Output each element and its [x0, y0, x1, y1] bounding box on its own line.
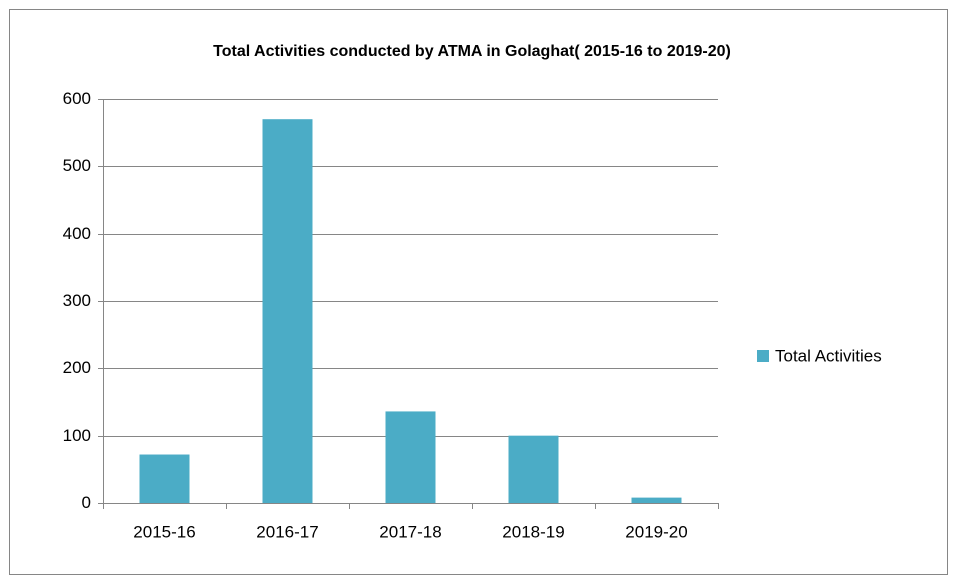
y-tick-label: 200 — [63, 358, 91, 377]
legend-swatch — [757, 350, 769, 362]
bar — [385, 411, 436, 503]
x-tick-label: 2019-20 — [625, 522, 687, 541]
x-tick-label: 2018-19 — [502, 522, 564, 541]
legend-label: Total Activities — [775, 346, 882, 365]
y-tick-label: 500 — [63, 156, 91, 175]
chart-title: Total Activities conducted by ATMA in Go… — [213, 43, 731, 60]
y-tick-label: 300 — [63, 291, 91, 310]
y-tick-label: 400 — [63, 224, 91, 243]
x-tick-label: 2016-17 — [256, 522, 318, 541]
x-tick-label: 2015-16 — [133, 522, 195, 541]
bar — [139, 454, 190, 503]
y-tick-label: 0 — [82, 493, 91, 512]
y-tick-label: 600 — [63, 89, 91, 108]
bar — [631, 497, 682, 503]
bar — [262, 119, 313, 503]
bar — [508, 435, 559, 503]
x-tick-label: 2017-18 — [379, 522, 441, 541]
y-tick-label: 100 — [63, 426, 91, 445]
